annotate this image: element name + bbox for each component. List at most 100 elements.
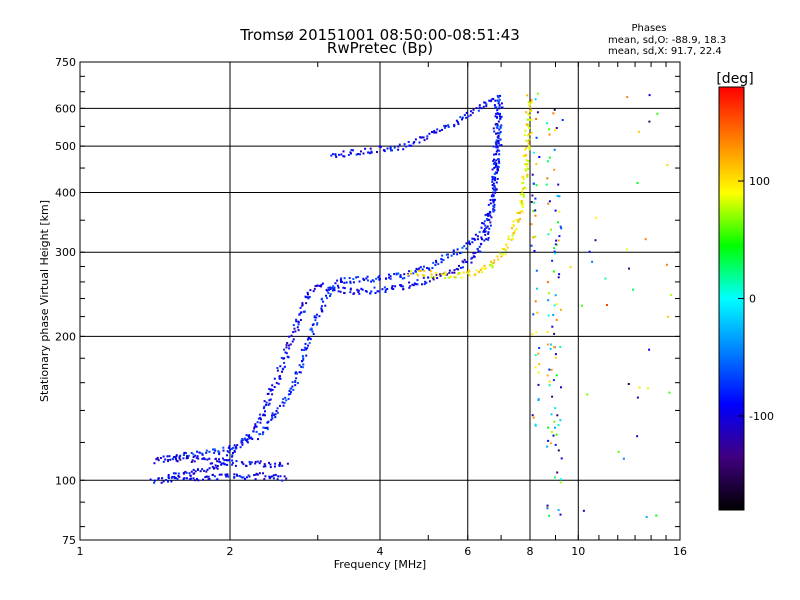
- data-point: [307, 344, 310, 347]
- data-point: [294, 372, 297, 375]
- data-point: [276, 478, 279, 481]
- grid: [80, 62, 680, 540]
- data-point: [218, 458, 220, 461]
- data-point: [530, 101, 533, 103]
- data-point: [258, 472, 261, 475]
- data-point: [299, 306, 302, 309]
- data-point: [248, 434, 251, 437]
- data-point: [492, 176, 495, 178]
- data-point: [261, 433, 264, 436]
- data-point: [207, 475, 210, 478]
- data-point: [468, 274, 471, 277]
- data-point: [522, 202, 525, 205]
- data-point: [535, 163, 538, 166]
- data-point: [213, 448, 216, 451]
- data-point: [504, 253, 507, 256]
- data-point: [491, 266, 494, 269]
- data-point: [284, 351, 287, 354]
- data-point: [428, 132, 431, 135]
- data-point: [440, 272, 443, 275]
- data-point: [391, 285, 394, 287]
- data-point: [227, 451, 230, 454]
- data-point: [455, 119, 458, 122]
- data-point: [538, 156, 541, 158]
- data-point: [259, 413, 262, 416]
- data-point: [378, 290, 381, 293]
- data-point: [436, 128, 439, 131]
- data-point: [194, 479, 197, 482]
- data-point: [190, 452, 193, 454]
- data-point: [469, 114, 472, 117]
- x-tick-label: 10: [571, 545, 585, 558]
- data-point: [254, 462, 257, 465]
- data-point: [271, 417, 274, 420]
- data-point: [496, 167, 499, 170]
- data-point: [294, 384, 297, 387]
- data-point: [535, 331, 538, 334]
- data-point: [524, 163, 527, 166]
- data-point: [305, 302, 308, 305]
- data-point: [476, 248, 479, 250]
- data-point: [456, 121, 459, 123]
- data-point: [254, 478, 257, 481]
- data-point: [482, 222, 485, 225]
- data-point: [169, 458, 172, 461]
- data-point: [435, 261, 438, 264]
- data-point: [292, 338, 295, 341]
- data-point: [329, 288, 332, 290]
- data-point: [493, 130, 496, 133]
- data-point: [448, 276, 451, 279]
- data-point: [349, 282, 352, 285]
- data-point: [239, 475, 242, 478]
- data-point: [491, 194, 494, 197]
- data-point: [461, 246, 464, 249]
- data-point: [269, 389, 272, 392]
- data-point: [348, 277, 351, 279]
- data-point: [522, 195, 525, 198]
- data-point: [343, 287, 346, 290]
- data-point: [527, 124, 530, 127]
- data-point: [196, 477, 198, 480]
- data-point: [507, 238, 510, 240]
- data-point: [393, 146, 396, 149]
- data-point: [228, 458, 231, 461]
- data-point: [479, 243, 482, 246]
- data-point: [419, 270, 422, 273]
- data-point: [257, 417, 260, 420]
- data-point: [588, 250, 591, 253]
- data-point: [520, 209, 523, 212]
- colorbar-label: [deg]: [716, 71, 753, 87]
- data-point: [416, 283, 419, 286]
- x-tick-label: 2: [227, 545, 234, 558]
- data-point: [488, 99, 491, 102]
- data-point: [463, 245, 466, 248]
- data-point: [604, 277, 607, 280]
- data-point: [176, 460, 179, 463]
- data-point: [272, 477, 275, 480]
- data-point: [417, 268, 420, 271]
- data-point: [190, 470, 193, 473]
- data-point: [496, 146, 499, 149]
- data-point: [221, 457, 224, 460]
- data-point: [530, 118, 533, 121]
- data-point: [527, 113, 530, 116]
- stats-line-x: mean, sd,X: 91.7, 22.4: [608, 46, 722, 57]
- data-point: [149, 478, 152, 481]
- data-point: [412, 142, 415, 145]
- data-point: [389, 145, 392, 148]
- data-point: [528, 138, 531, 141]
- data-point: [333, 289, 336, 292]
- data-point: [477, 250, 480, 253]
- data-point: [413, 141, 416, 143]
- data-point: [521, 205, 524, 208]
- data-point: [242, 463, 245, 466]
- data-point: [433, 129, 436, 132]
- data-point: [447, 125, 450, 128]
- data-point: [349, 280, 352, 283]
- data-point: [625, 248, 628, 251]
- data-point: [298, 364, 301, 367]
- data-point: [268, 461, 270, 464]
- data-point: [274, 416, 277, 419]
- data-point: [530, 201, 533, 203]
- data-point: [296, 382, 299, 385]
